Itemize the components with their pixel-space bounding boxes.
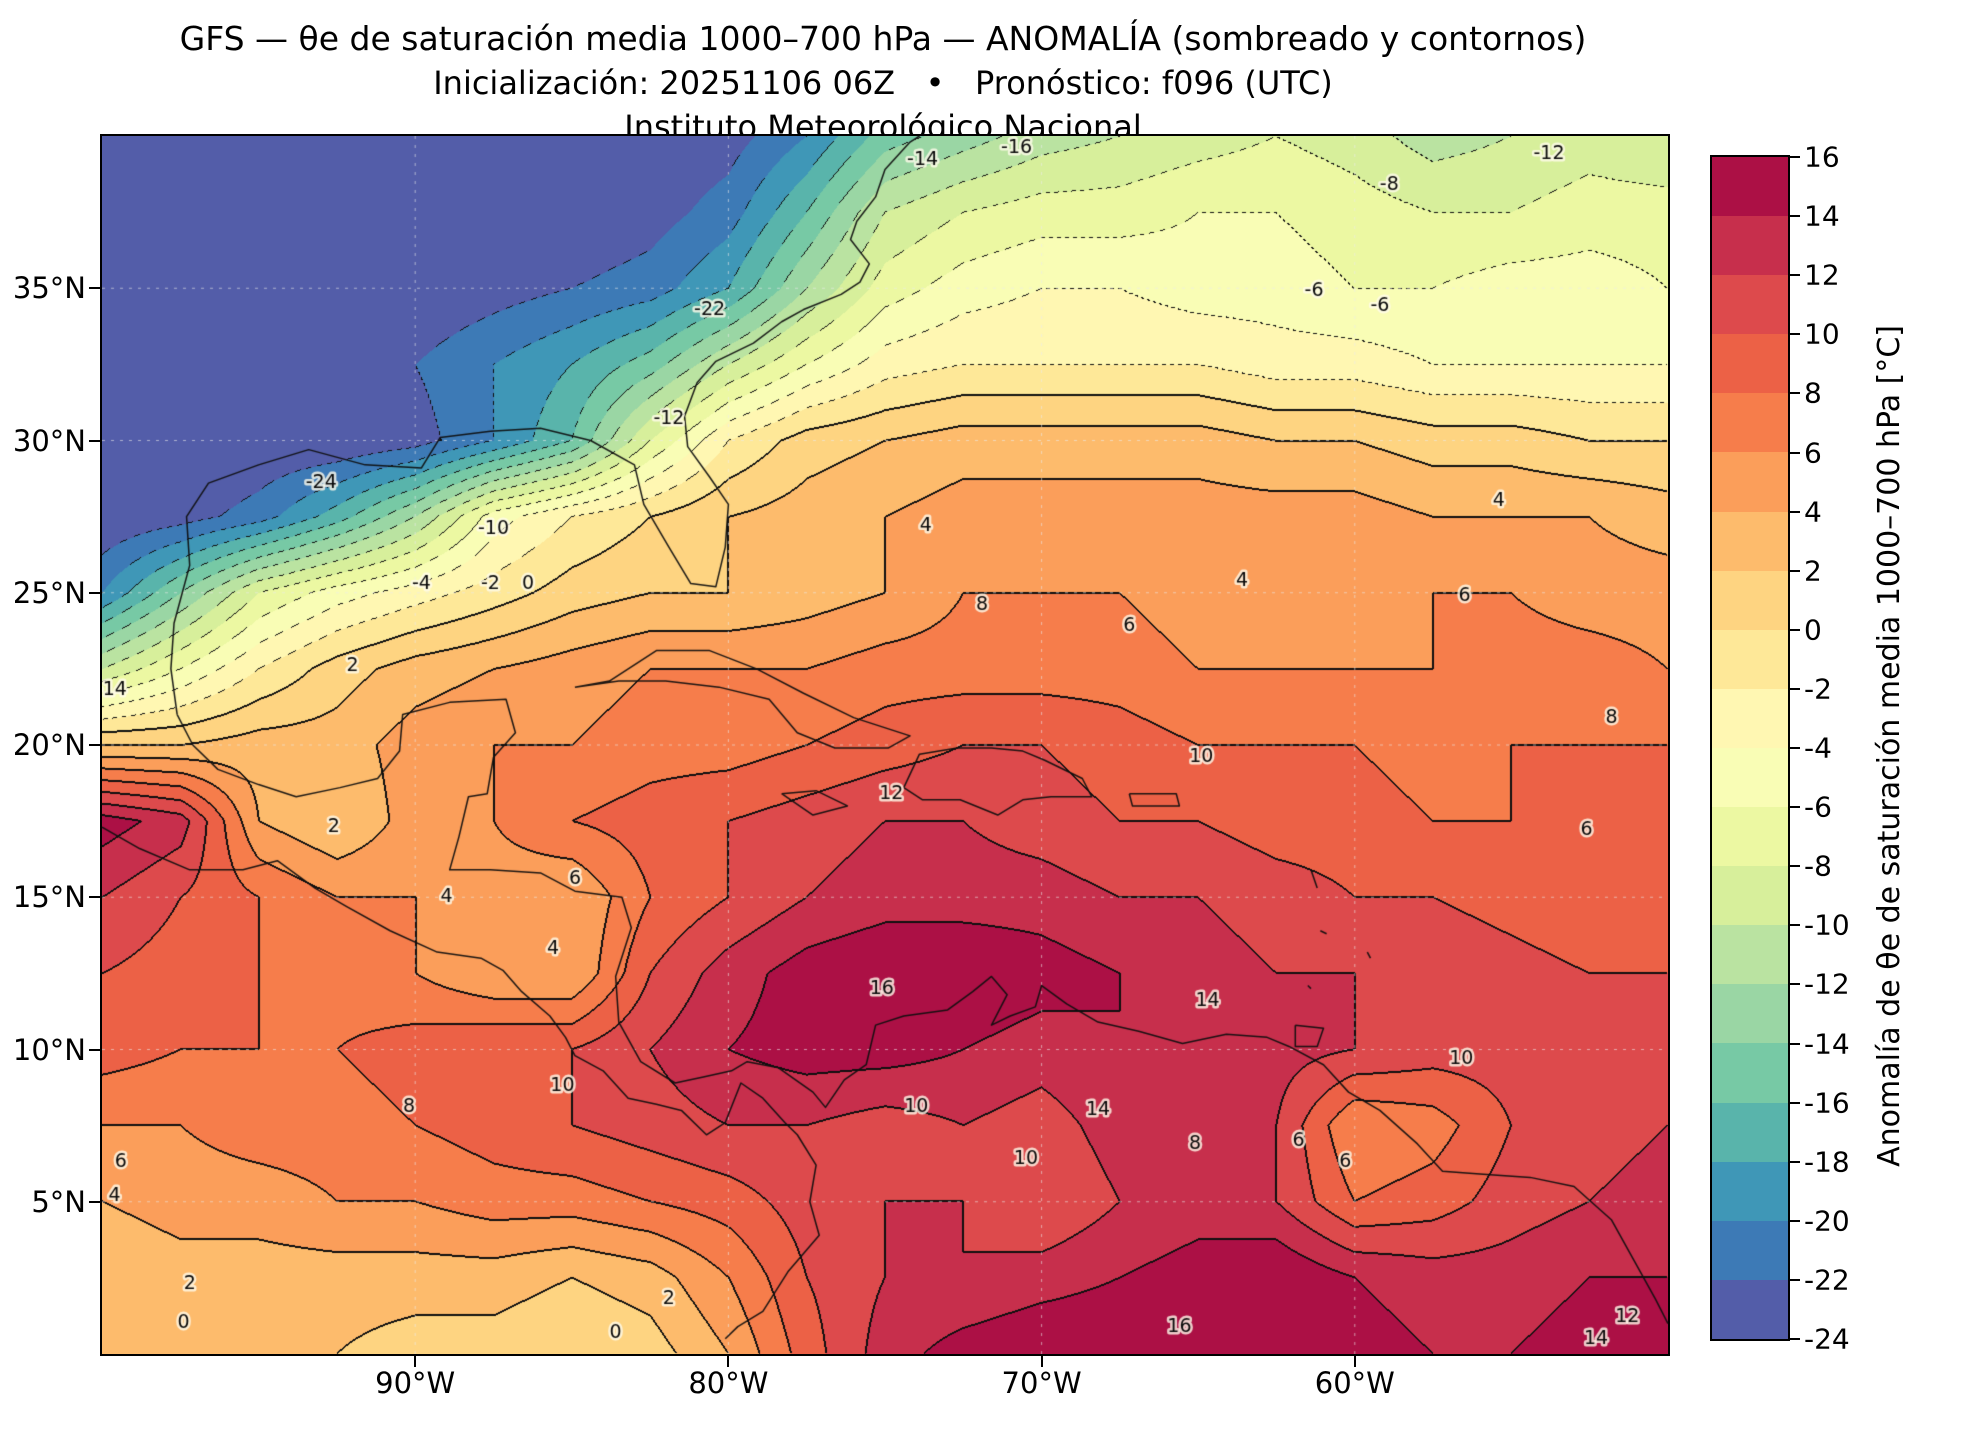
colorbar-tick-label: -8 (1804, 849, 1832, 883)
colorbar-tick-label: 2 (1804, 554, 1822, 588)
y-tick-label: 30°N (12, 423, 86, 458)
colorbar-tick-mark (1790, 392, 1800, 395)
colorbar-swatch (1712, 688, 1788, 748)
colorbar-tick-mark (1790, 865, 1800, 868)
colorbar-tick-mark (1790, 1278, 1800, 1281)
y-tick-label: 25°N (12, 575, 86, 610)
y-tick-label: 35°N (12, 271, 86, 306)
map-canvas (102, 136, 1668, 1354)
colorbar-tick-mark (1790, 333, 1800, 336)
colorbar-label-wrap: Anomalía de θe de saturación media 1000–… (1872, 155, 1907, 1337)
colorbar-tick-label: -24 (1804, 1322, 1850, 1356)
colorbar-tick-label: 4 (1804, 495, 1822, 529)
colorbar-swatch (1712, 393, 1788, 453)
chart-title: GFS — θe de saturación media 1000–700 hP… (179, 19, 1587, 58)
title-block: GFS — θe de saturación media 1000–700 hP… (100, 19, 1666, 146)
colorbar-tick-label: -4 (1804, 731, 1832, 765)
colorbar-tick-label: -18 (1804, 1145, 1850, 1179)
colorbar-swatch (1712, 629, 1788, 689)
y-tick-mark (89, 744, 100, 746)
colorbar-swatch (1712, 984, 1788, 1044)
colorbar-swatch (1712, 275, 1788, 335)
colorbar-tick-mark (1790, 215, 1800, 218)
colorbar-swatches (1712, 157, 1788, 1339)
colorbar-tick-mark (1790, 569, 1800, 572)
y-tick-mark (89, 287, 100, 290)
colorbar-swatch (1712, 1161, 1788, 1221)
x-tick-mark (1040, 1356, 1043, 1367)
chart-subtitle: Inicialización: 20251106 06Z • Pronóstic… (433, 63, 1333, 102)
colorbar-tick-label: 0 (1804, 613, 1822, 647)
y-tick-label: 10°N (12, 1032, 86, 1067)
colorbar-tick-mark (1790, 983, 1800, 986)
colorbar-tick-label: 12 (1804, 258, 1840, 292)
colorbar-tick-mark (1790, 747, 1800, 749)
colorbar-swatch (1712, 511, 1788, 571)
colorbar-tick-label: -6 (1804, 790, 1832, 824)
y-tick-label: 20°N (12, 728, 86, 762)
colorbar-tick-label: -10 (1804, 908, 1850, 942)
y-tick-mark (89, 896, 100, 899)
colorbar-swatch (1712, 1043, 1788, 1103)
colorbar: 16 14 12 10 8 6 4 2 0 -2 -4 -6 -8 -10 -12 -14 -16 -18 -20 -… (1710, 141, 1850, 1356)
colorbar-label: Anomalía de θe de saturación media 1000–… (1872, 325, 1907, 1167)
colorbar-tick-mark (1790, 628, 1800, 631)
colorbar-tick-mark (1790, 451, 1800, 454)
colorbar-tick-mark (1790, 1160, 1800, 1163)
colorbar-swatch (1712, 334, 1788, 394)
colorbar-tick-label: -2 (1804, 672, 1832, 706)
colorbar-tick-label: 14 (1804, 199, 1840, 233)
colorbar-tick-mark (1790, 1219, 1800, 1222)
y-tick-mark (89, 439, 100, 442)
colorbar-swatch (1712, 1220, 1788, 1280)
colorbar-swatch (1712, 452, 1788, 512)
colorbar-tick-mark (1790, 806, 1800, 809)
y-tick-mark (89, 591, 100, 594)
colorbar-swatch (1712, 1102, 1788, 1162)
x-tick-label: 90°W (375, 1366, 456, 1400)
colorbar-tick-mark (1790, 1338, 1800, 1340)
colorbar-swatch (1712, 807, 1788, 867)
colorbar-tick-label: 16 (1804, 140, 1840, 174)
colorbar-tick-mark (1790, 510, 1800, 513)
colorbar-tick-mark (1790, 1042, 1800, 1045)
x-tick-label: 80°W (688, 1366, 769, 1400)
y-tick-label: 5°N (31, 1184, 86, 1219)
y-tick-mark (89, 1048, 100, 1051)
colorbar-tick-mark (1790, 274, 1800, 277)
y-tick-label: 15°N (12, 880, 86, 915)
x-tick-label: 60°W (1314, 1366, 1395, 1400)
x-tick-label: 70°W (1001, 1366, 1082, 1400)
colorbar-swatch (1712, 157, 1788, 217)
x-tick-mark (1353, 1356, 1356, 1367)
colorbar-tick-label: 6 (1804, 436, 1822, 469)
colorbar-tick-mark (1790, 1101, 1800, 1104)
colorbar-tick-label: 8 (1804, 376, 1822, 410)
map-plot: 90°W 80°W 70°W 60°W 35°N 30°N 25°N 20°N 15°N 10°N… (13, 134, 1670, 1400)
x-tick-mark (414, 1356, 417, 1367)
colorbar-swatch (1712, 747, 1788, 808)
colorbar-tick-mark (1790, 687, 1800, 690)
x-tick-mark (727, 1356, 730, 1367)
colorbar-tick-mark (1790, 924, 1800, 927)
colorbar-swatch (1712, 1279, 1788, 1339)
colorbar-swatch (1712, 866, 1788, 926)
colorbar-swatch (1712, 216, 1788, 276)
colorbar-tick-mark (1790, 156, 1800, 158)
y-tick-mark (89, 1200, 100, 1203)
colorbar-tick-label: -12 (1804, 967, 1850, 1001)
colorbar-tick-label: -22 (1804, 1263, 1850, 1297)
colorbar-tick-label: 10 (1804, 317, 1840, 351)
colorbar-tick-label: -20 (1804, 1204, 1850, 1238)
colorbar-tick-label: -16 (1804, 1086, 1850, 1120)
colorbar-swatch (1712, 570, 1788, 630)
colorbar-tick-label: -14 (1804, 1027, 1850, 1060)
colorbar-swatch (1712, 925, 1788, 985)
